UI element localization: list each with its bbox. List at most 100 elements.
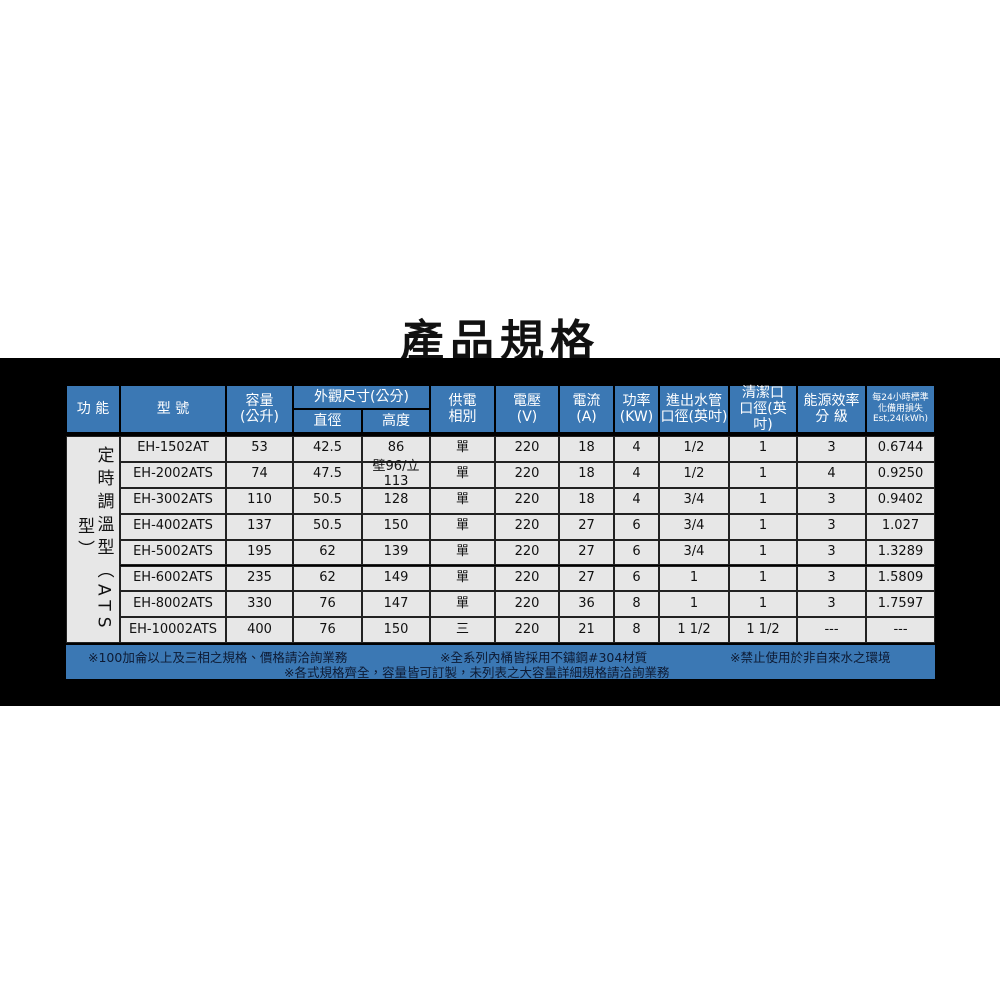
header-line: 進出水管 — [666, 392, 722, 409]
table-cell: 單 — [430, 539, 495, 566]
note: ※各式規格齊全，容量皆可訂製，未列表之大容量詳細規格請洽詢業務 — [284, 665, 670, 680]
table-cell: 150 — [362, 617, 430, 644]
table-cell: 8 — [614, 591, 659, 618]
table-cell: EH-6002ATS — [120, 565, 226, 592]
table-cell: 3 — [797, 487, 866, 514]
table-cell: 62 — [293, 565, 362, 592]
table-cell: 18 — [559, 436, 614, 462]
header-line: 電流 — [572, 392, 601, 409]
header-line: 電壓 — [513, 392, 541, 409]
table-cell: 139 — [362, 539, 430, 566]
header-line: (V) — [516, 409, 538, 425]
table-cell: 單 — [430, 565, 495, 592]
table-cell: 3 — [797, 565, 866, 592]
table-cell: 220 — [495, 436, 559, 462]
table-cell: 50.5 — [293, 513, 362, 540]
table-cell: 3 — [797, 436, 866, 462]
table-cell: EH-5002ATS — [120, 539, 226, 566]
table-cell: 0.6744 — [866, 436, 935, 462]
header-line: 口徑(英吋) — [660, 409, 728, 425]
table-cell: 400 — [226, 617, 293, 644]
table-cell: 6 — [614, 539, 659, 566]
table-cell: 1 — [659, 591, 729, 618]
table-cell: EH-10002ATS — [120, 617, 226, 644]
table-cell: 1.7597 — [866, 591, 935, 618]
table-cell: --- — [866, 617, 935, 644]
table-cell: 220 — [495, 487, 559, 514]
table-cell: 1 — [729, 565, 797, 592]
header-line: 口徑(英吋) — [739, 400, 787, 434]
table-cell: 3/4 — [659, 513, 729, 540]
header-cell: 直徑 — [293, 409, 362, 433]
header-line: (A) — [576, 409, 597, 425]
header-line: 每24小時標準 — [872, 393, 929, 404]
table-cell: 0.9402 — [866, 487, 935, 514]
table-cell: 53 — [226, 436, 293, 462]
table-cell: 1 1/2 — [659, 617, 729, 644]
header-cell: 能源效率分 級 — [797, 385, 866, 433]
table-cell: 1.3289 — [866, 539, 935, 566]
header-cell: 電壓 (V) — [495, 385, 559, 433]
table-cell: 220 — [495, 461, 559, 488]
header-cell: 功率 (KW) — [614, 385, 659, 433]
table-cell: 單 — [430, 461, 495, 488]
table-cell: 18 — [559, 487, 614, 514]
table-cell: 3/4 — [659, 487, 729, 514]
header-cell: 清潔口 口徑(英吋) — [729, 385, 797, 433]
table-cell: 4 — [614, 461, 659, 488]
table-cell: 1 — [659, 565, 729, 592]
table-cell: 42.5 — [293, 436, 362, 462]
table-cell: 4 — [614, 436, 659, 462]
table-cell: 1/2 — [659, 461, 729, 488]
table-cell: 86 — [362, 436, 430, 462]
footer-notes: ※100加侖以上及三相之規格、價格請洽詢業務 ※全系列內桶皆採用不鏽鋼#304材質… — [66, 645, 935, 680]
table-cell: 3 — [797, 539, 866, 566]
table-cell: 6 — [614, 513, 659, 540]
header-line: Est,24(kWh) — [872, 414, 929, 425]
header-line: 容量 — [245, 392, 274, 409]
table-cell: EH-8002ATS — [120, 591, 226, 618]
header-cell: 功 能 — [66, 385, 120, 433]
table-cell: 8 — [614, 617, 659, 644]
table-cell: 220 — [495, 513, 559, 540]
header-group: 外觀尺寸(公分) — [293, 385, 430, 409]
header-line: 分 級 — [815, 409, 848, 425]
table-cell: 76 — [293, 591, 362, 618]
table-cell: 27 — [559, 513, 614, 540]
table-cell: 0.9250 — [866, 461, 935, 488]
table-cell: 1 — [729, 461, 797, 488]
header-cell: 容量 (公升) — [226, 385, 293, 433]
side-label: 定時調溫型（ATS型） — [66, 436, 120, 644]
table-cell: 1 — [729, 436, 797, 462]
table-cell: 220 — [495, 591, 559, 618]
table-cell: 單 — [430, 591, 495, 618]
header-line: (公升) — [240, 409, 279, 425]
header-line: 能源效率 — [803, 392, 860, 409]
table-cell: 62 — [293, 539, 362, 566]
header-cell: 高度 — [362, 409, 430, 433]
table-cell: 36 — [559, 591, 614, 618]
table-cell: 1 1/2 — [729, 617, 797, 644]
table-cell: 3 — [797, 513, 866, 540]
table-cell: 6 — [614, 565, 659, 592]
table-cell: 330 — [226, 591, 293, 618]
table-cell: 1 — [729, 487, 797, 514]
table-cell: 220 — [495, 539, 559, 566]
note: ※禁止使用於非自來水之環境 — [730, 650, 891, 665]
table-cell: 單 — [430, 513, 495, 540]
table-cell: 1.5809 — [866, 565, 935, 592]
table-cell: 47.5 — [293, 461, 362, 488]
header-cell: 進出水管 口徑(英吋) — [659, 385, 729, 433]
header-line: 相別 — [448, 409, 477, 425]
table-cell: 110 — [226, 487, 293, 514]
table-cell: 3 — [797, 591, 866, 618]
header-line: 清潔口 — [742, 384, 784, 401]
table-cell: 195 — [226, 539, 293, 566]
table-cell: 150 — [362, 513, 430, 540]
table-cell: 4 — [614, 487, 659, 514]
table-cell: 3/4 — [659, 539, 729, 566]
table-cell: 21 — [559, 617, 614, 644]
table-cell: 220 — [495, 565, 559, 592]
table-cell: 137 — [226, 513, 293, 540]
